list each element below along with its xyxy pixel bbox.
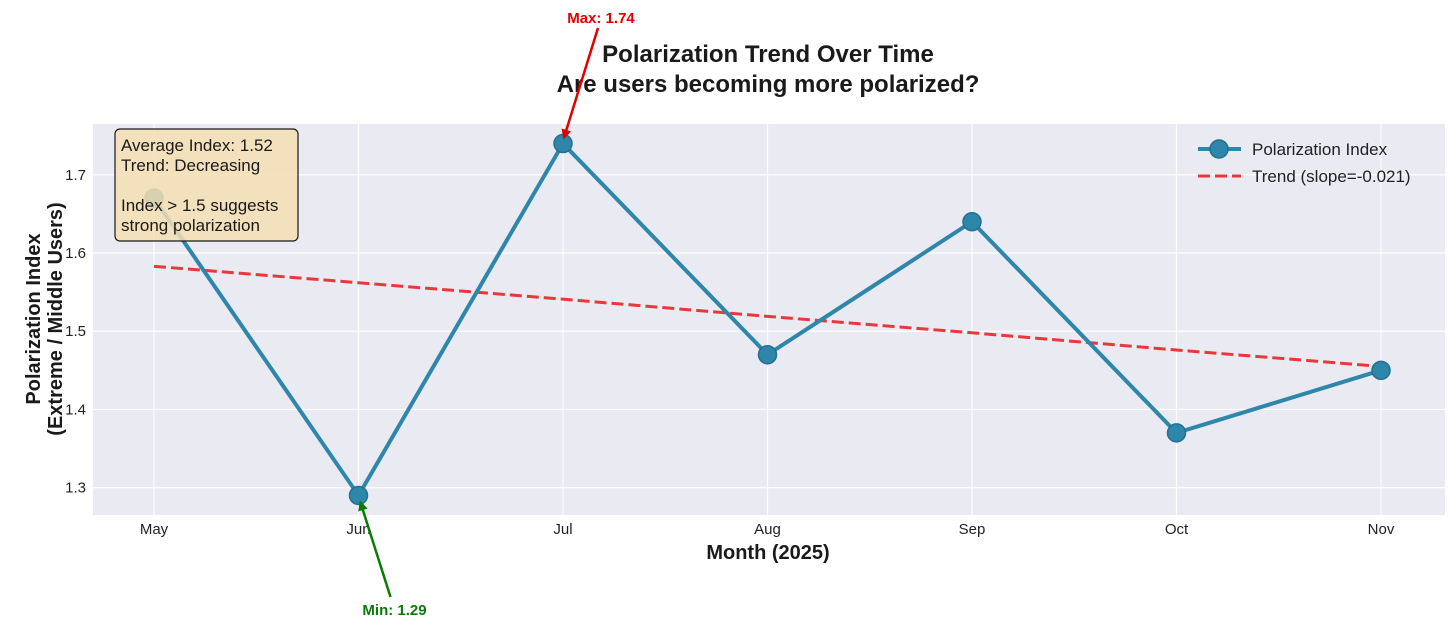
min-annotation: Min: 1.29 (358, 500, 427, 619)
legend-index-marker (1209, 139, 1229, 159)
y-tick-label-2: 1.5 (65, 323, 86, 340)
info-box: Average Index: 1.52 Trend: Decreasing In… (114, 128, 299, 242)
chart-title: Polarization Trend Over Time (602, 41, 934, 68)
x-tick-label-oct: Oct (1165, 521, 1189, 538)
x-tick-label-aug: Aug (754, 521, 781, 538)
y-axis-ticks: 1.3 1.4 1.5 1.6 1.7 (65, 167, 86, 497)
legend-index-label: Polarization Index (1252, 140, 1388, 159)
grid-lines (93, 124, 1445, 515)
info-box-line-5: strong polarization (121, 216, 260, 235)
y-tick-label-4: 1.7 (65, 167, 86, 184)
x-tick-label-jun: Jun (346, 521, 370, 538)
info-box-line-2: Trend: Decreasing (121, 156, 260, 175)
max-label: Max: 1.74 (567, 10, 635, 27)
x-tick-label-jul: Jul (553, 521, 572, 538)
data-point-aug (757, 344, 778, 365)
info-box-line-1: Average Index: 1.52 (121, 136, 273, 155)
y-tick-label-3: 1.6 (65, 245, 86, 262)
chart-subtitle: Are users becoming more polarized? (557, 71, 980, 98)
legend-trend-label: Trend (slope=-0.021) (1252, 167, 1411, 186)
max-annotation: Max: 1.74 (561, 10, 635, 140)
info-box-line-4: Index > 1.5 suggests (121, 196, 278, 215)
x-tick-label-sep: Sep (959, 521, 986, 538)
y-tick-label-0: 1.3 (65, 480, 86, 497)
info-box-background (114, 128, 299, 242)
min-label: Min: 1.29 (362, 602, 426, 619)
y-tick-label-1: 1.4 (65, 401, 86, 418)
x-tick-label-nov: Nov (1368, 521, 1395, 538)
legend: Polarization Index Trend (slope=-0.021) (1198, 139, 1411, 186)
data-point-nov (1371, 360, 1391, 381)
plot-area (93, 124, 1445, 515)
y-axis-title: Polarization Index (Extreme / Middle Use… (23, 202, 67, 435)
data-point-sep (962, 212, 982, 232)
y-axis-title-line-2: (Extreme / Middle Users) (45, 202, 67, 435)
min-arrow (358, 500, 392, 598)
max-arrow (561, 27, 600, 140)
x-axis-title: Month (2025) (706, 542, 829, 564)
data-point-oct (1166, 423, 1187, 443)
x-tick-label-may: May (140, 521, 169, 538)
data-point-jul (553, 133, 573, 154)
data-point-jun (348, 485, 369, 506)
trend-line (153, 264, 1382, 368)
y-axis-title-line-1: Polarization Index (23, 233, 45, 404)
x-axis-ticks: May Jun Jul Aug Sep Oct Nov (140, 521, 1395, 538)
